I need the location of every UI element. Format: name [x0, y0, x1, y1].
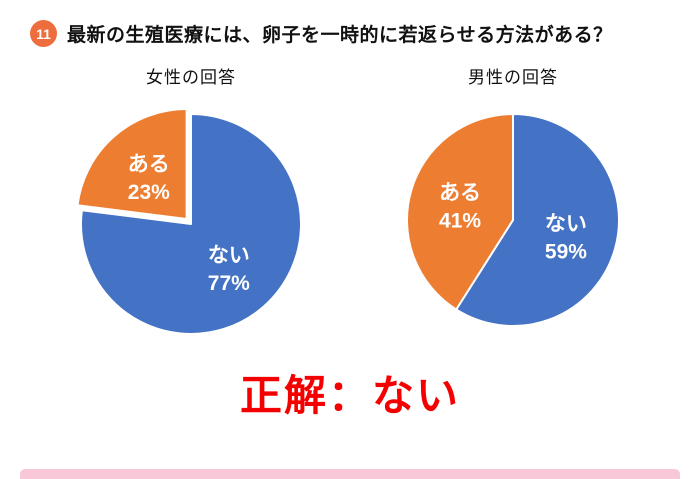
pie-slice-nai	[80, 113, 302, 335]
question-number-badge: 11	[30, 20, 57, 47]
pie-label-aru: ある	[128, 153, 170, 176]
charts-row: 女性の回答 ない 77% ある 23% 男性の回答 ない 59% ある 41%	[0, 63, 700, 348]
pie-slice-aru	[76, 108, 188, 221]
pie-slice-aru	[406, 113, 514, 311]
question-header: 11 最新の生殖医療には、卵子を一時的に若返らせる方法がある？	[0, 0, 700, 47]
chart-female: 女性の回答 ない 77% ある 23%	[67, 63, 315, 348]
pie-label-aru: ある	[439, 182, 481, 205]
chart-title-female: 女性の回答	[146, 68, 236, 87]
pie-label-nai: ない	[545, 212, 587, 235]
chart-male: 男性の回答 ない 59% ある 41%	[393, 63, 633, 340]
pie-chart-female: ない 77% ある 23%	[76, 108, 302, 335]
pie-label-nai: ない	[208, 244, 250, 267]
pie-slice-nai	[455, 113, 620, 327]
chart-title-male: 男性の回答	[468, 68, 558, 87]
pie-chart-male: ない 59% ある 41%	[406, 113, 620, 327]
bottom-accent-bar	[20, 469, 680, 479]
correct-answer-text: 正解：ない	[239, 371, 460, 420]
pie-value-nai: 59%	[545, 240, 587, 263]
pie-value-aru: 23%	[128, 181, 170, 204]
pie-value-aru: 41%	[439, 210, 481, 233]
question-text: 最新の生殖医療には、卵子を一時的に若返らせる方法がある？	[67, 25, 613, 46]
pie-value-nai: 77%	[208, 272, 250, 295]
